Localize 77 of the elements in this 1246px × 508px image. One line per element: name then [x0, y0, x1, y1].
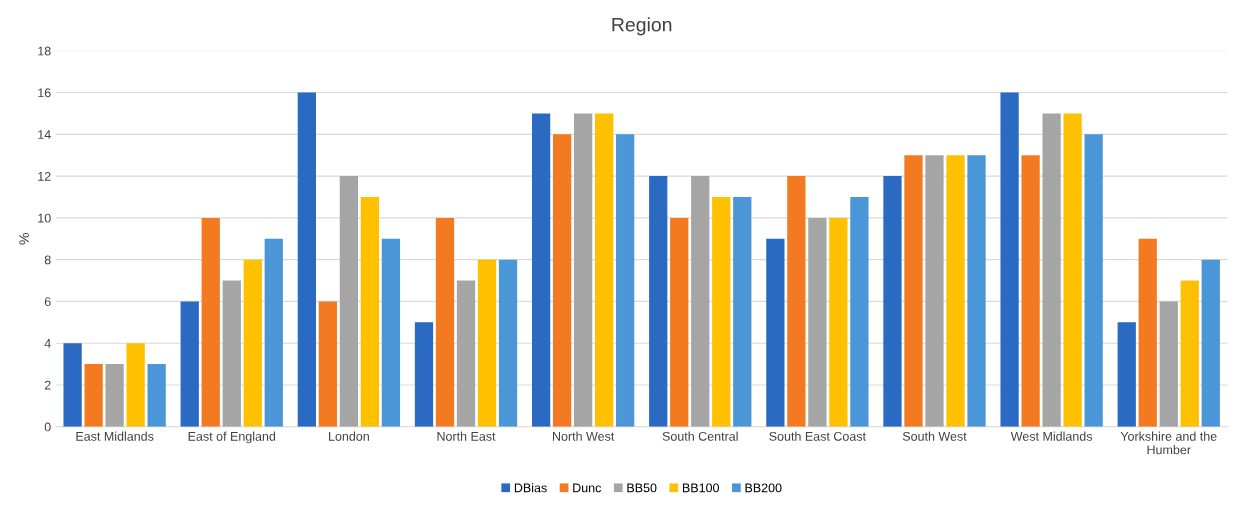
y-tick-label: 16: [38, 88, 51, 98]
x-tick-label: East Midlands: [76, 431, 154, 441]
bar: [435, 217, 455, 427]
bar: [595, 113, 614, 427]
bar: [147, 364, 166, 427]
bar: [616, 134, 635, 427]
bar: [201, 217, 220, 427]
x-tick-label: South Central: [662, 431, 738, 441]
bar: [456, 280, 476, 427]
legend-label: DBias: [514, 483, 547, 493]
bar: [126, 343, 145, 427]
x-tick-label: London: [329, 431, 369, 441]
bar: [531, 113, 551, 427]
y-tick-label: 14: [38, 130, 51, 139]
bar: [967, 155, 986, 427]
bar: [84, 364, 103, 427]
legend-label: BB200: [745, 483, 782, 493]
y-tick-label: 12: [38, 171, 51, 181]
y-tick-label: 2: [44, 380, 51, 390]
bar: [264, 238, 283, 427]
bar: [105, 364, 124, 427]
bar: [1201, 259, 1220, 427]
bar: [381, 238, 401, 427]
x-tick-label: Yorkshire and the Humber: [1120, 431, 1217, 455]
x-tick-label: North West: [553, 431, 615, 441]
chart-title: Region: [612, 17, 672, 36]
y-tick-label: 18: [38, 46, 51, 56]
bar: [477, 259, 497, 427]
bar: [808, 217, 827, 427]
x-tick-label: North East: [437, 431, 496, 441]
bar: [766, 238, 785, 427]
bar: [414, 322, 434, 427]
x-tick-label: East of England: [188, 431, 276, 444]
bar: [573, 113, 593, 427]
legend-label: BB100: [682, 483, 719, 493]
x-tick-label: South East Coast: [769, 431, 866, 441]
bar: [180, 301, 199, 427]
x-tick-label: South West: [902, 431, 967, 441]
bar: [1180, 280, 1199, 427]
bar: [297, 92, 316, 427]
y-tick-label: 8: [44, 255, 51, 265]
bar: [1042, 113, 1061, 427]
bar: [787, 176, 806, 427]
legend-label: Dunc: [573, 483, 602, 493]
x-tick-label: West Midlands: [1010, 431, 1093, 441]
bar: [670, 217, 689, 427]
bar: [222, 280, 241, 427]
bar: [1138, 238, 1157, 427]
y-tick-label: 6: [44, 297, 51, 307]
bar: [243, 259, 262, 427]
bar: [829, 217, 848, 427]
bar: [691, 176, 710, 427]
y-axis-title: %: [19, 233, 29, 245]
bar: [733, 196, 752, 427]
bar: [1159, 301, 1178, 427]
legend-label: BB50: [627, 483, 657, 493]
bar: [946, 155, 965, 427]
bar: [1063, 113, 1082, 427]
bar: [1084, 134, 1103, 427]
y-tick-label: 10: [38, 213, 51, 223]
bar: [712, 196, 731, 427]
bar: [552, 134, 572, 427]
y-tick-label: 0: [44, 422, 51, 432]
bar: [1000, 92, 1019, 427]
bar: [339, 176, 359, 427]
bar: [904, 155, 923, 427]
bar: [883, 176, 902, 427]
bar: [1117, 322, 1136, 427]
bar: [925, 155, 944, 427]
bar: [850, 196, 869, 427]
bar: [318, 301, 337, 427]
bar: [360, 196, 380, 427]
y-tick-label: 4: [44, 339, 51, 348]
bar: [1021, 155, 1040, 427]
bar: [498, 259, 518, 427]
bar: [63, 343, 82, 427]
bar: [649, 176, 668, 427]
